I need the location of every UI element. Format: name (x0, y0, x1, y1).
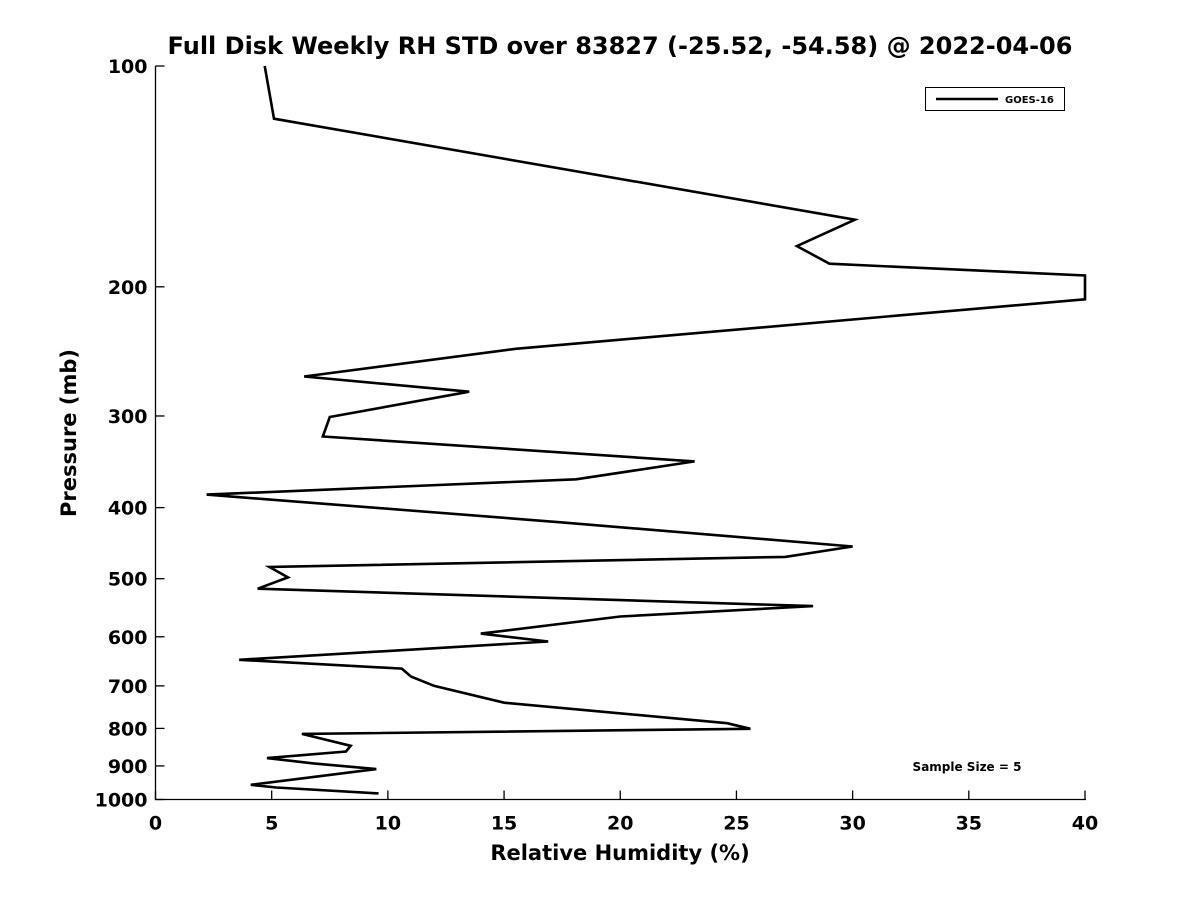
y-tick-label: 800 (108, 718, 148, 740)
x-tick-label: 0 (149, 813, 162, 835)
y-tick-label: 900 (108, 756, 148, 778)
y-tick-label: 700 (108, 676, 148, 698)
x-axis-label: Relative Humidity (%) (490, 841, 749, 865)
x-tick-label: 20 (607, 813, 633, 835)
series-group (206, 65, 1087, 795)
series-line-goes-16 (206, 65, 1087, 795)
y-ticks: 100 200 300 400 500 600 700 800 900 1000 (95, 56, 165, 812)
y-tick-label: 200 (108, 277, 148, 299)
x-tick-label: 30 (839, 813, 865, 835)
x-ticks: 0 5 10 15 20 25 30 35 40 (149, 790, 1098, 835)
x-tick-label: 10 (375, 813, 401, 835)
legend: GOES-16 (925, 87, 1065, 111)
x-tick-label: 5 (265, 813, 278, 835)
x-tick-label: 25 (723, 813, 749, 835)
x-tick-label: 40 (1072, 813, 1098, 835)
y-tick-label: 600 (108, 627, 148, 649)
sample-size-annotation: Sample Size = 5 (913, 760, 1022, 774)
y-tick-label: 1000 (95, 790, 148, 812)
chart-title: Full Disk Weekly RH STD over 83827 (-25.… (168, 32, 1073, 60)
y-tick-label: 400 (108, 498, 148, 520)
x-tick-label: 35 (956, 813, 982, 835)
y-tick-label: 300 (108, 406, 148, 428)
y-axis-label: Pressure (mb) (57, 349, 81, 517)
y-tick-label: 500 (108, 569, 148, 591)
x-tick-label: 15 (491, 813, 517, 835)
legend-label-goes-16: GOES-16 (1005, 95, 1054, 106)
y-tick-label: 100 (108, 56, 148, 78)
